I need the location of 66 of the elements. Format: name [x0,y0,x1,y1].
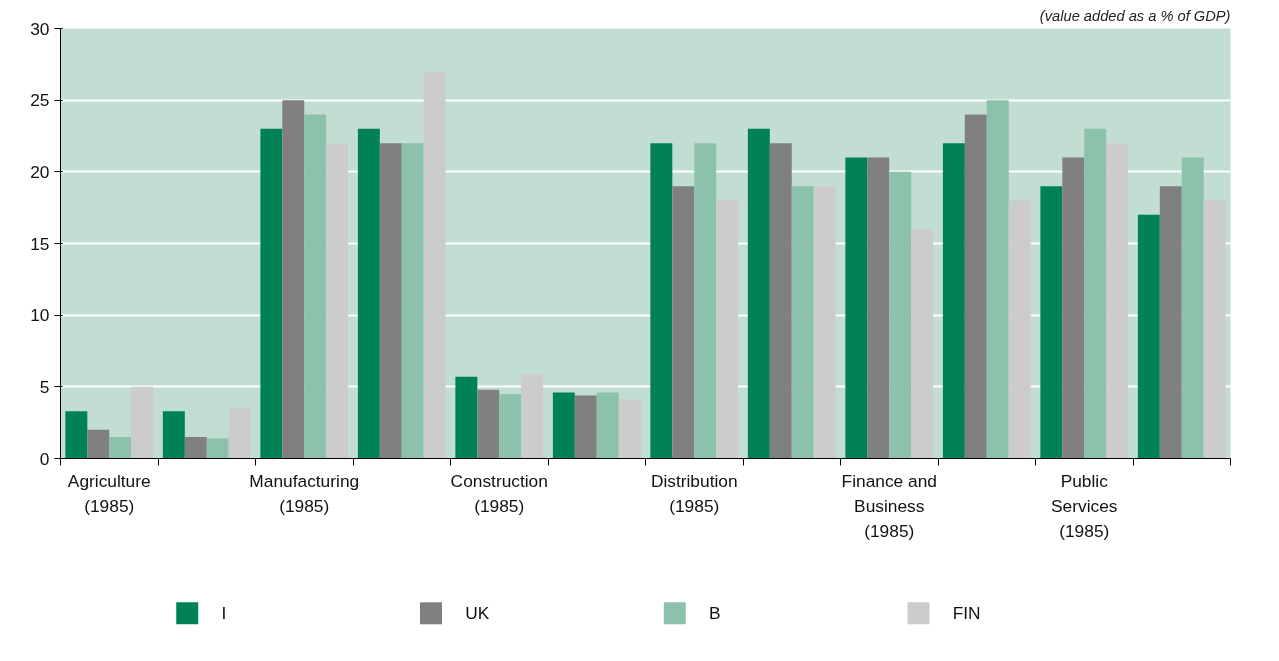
bar [282,100,305,459]
bar [845,157,868,459]
bar [1181,157,1204,459]
bar [596,392,619,459]
bar [477,389,500,459]
legend-label: FIN [952,603,981,624]
bar [87,429,110,459]
bar [650,143,673,459]
y-tick-label: 5 [39,376,50,397]
x-tick-label: Finance and Business (1985) [841,470,937,541]
bar [1203,200,1226,459]
x-tick-label: Agriculture (1985) [67,470,151,516]
y-tick-label: 10 [30,305,50,326]
y-tick-label: 25 [30,90,50,111]
text: (value added as a % of GDP) [1039,7,1231,24]
bar [162,411,185,459]
bar [109,437,132,459]
bar [455,376,478,459]
bar [911,229,934,459]
bar [206,438,229,459]
bar [401,143,424,459]
bar [964,114,987,459]
bar [260,128,283,459]
bar [1040,186,1063,459]
bar [747,128,770,459]
bar [574,395,597,459]
bar [228,408,251,459]
bar [813,186,836,459]
bar [1159,186,1182,459]
bar [326,143,349,459]
bar [552,392,575,459]
bar [889,171,912,459]
bar [867,157,890,459]
y-tick-label: 0 [39,448,50,469]
y-tick-label: 15 [30,233,50,254]
bar [521,373,544,459]
bar [357,128,380,459]
bar [304,114,327,459]
bar [716,200,739,459]
bar [65,411,88,459]
bar [499,394,522,459]
bar [379,143,402,459]
bar [131,386,154,459]
y-tick-label: 30 [30,18,50,39]
bar [423,71,446,459]
bar [791,186,814,459]
legend-label: UK [465,603,490,624]
bar [1008,200,1031,459]
bar [1062,157,1085,459]
bar [694,143,717,459]
legend-label: B [708,603,721,624]
bar [986,100,1009,459]
bar [942,143,965,459]
x-tick-label: Construction (1985) [450,470,548,516]
bar [1137,214,1160,459]
bar [1084,128,1107,459]
bar [672,186,695,459]
legend-label: I [221,603,227,624]
bar [184,437,207,459]
bar [618,399,641,459]
bar [769,143,792,459]
x-tick-label: Distribution (1985) [650,470,738,516]
x-tick-label: Public Services (1985) [1051,470,1118,541]
y-tick-label: 20 [30,161,50,182]
bar [1106,143,1129,459]
x-tick-label: Manufacturing (1985) [249,470,360,516]
